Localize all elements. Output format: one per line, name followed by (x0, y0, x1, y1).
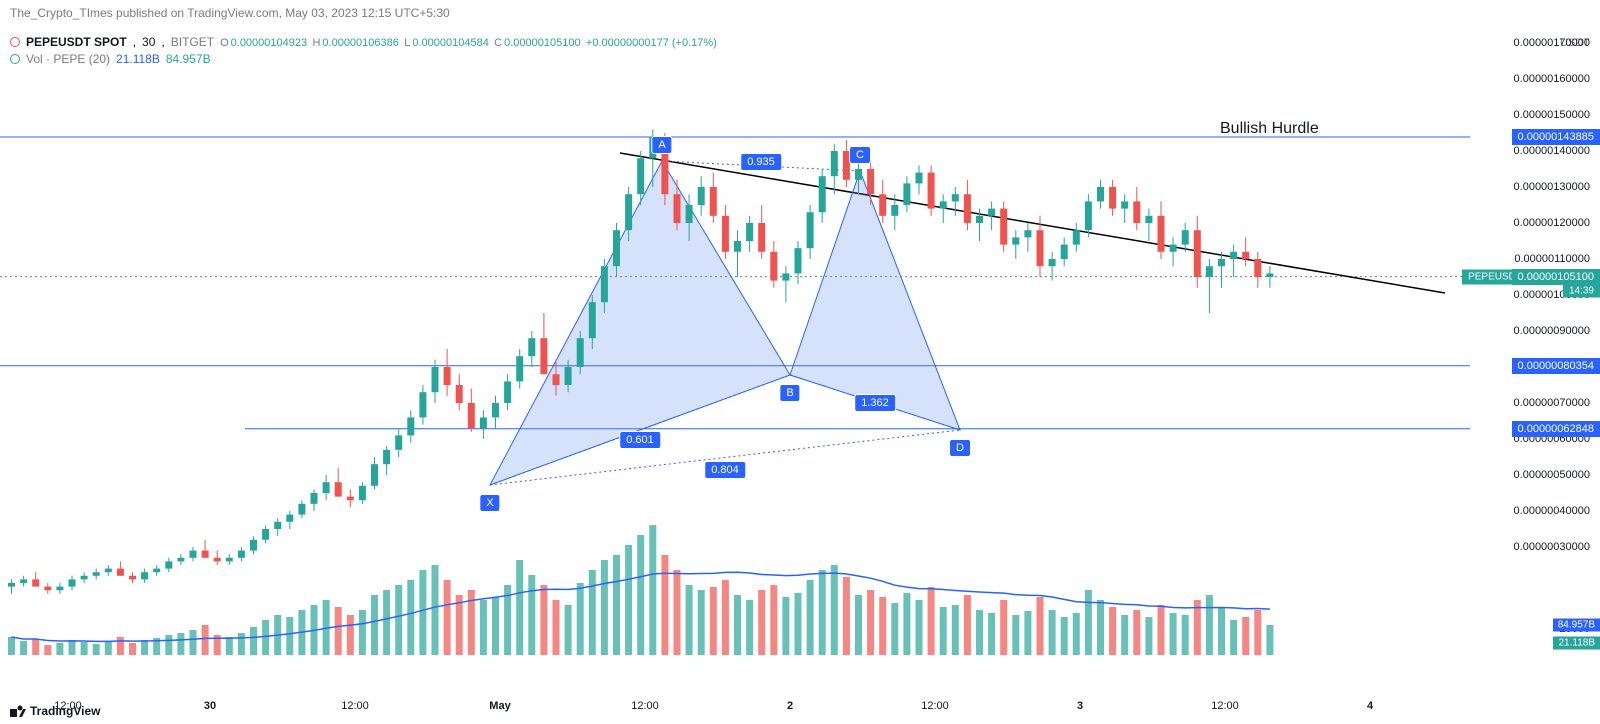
y-tick-label: 0.00000070000 (1514, 397, 1590, 409)
y-tick-label: 0.00000130000 (1514, 181, 1590, 193)
y-tick-label: 0.00000170000 (1514, 37, 1590, 49)
pattern-ratio-xb: 0.601 (619, 431, 661, 449)
pattern-ratio-ac: 0.935 (740, 153, 782, 171)
pattern-ratio-bd: 1.362 (854, 394, 896, 412)
y-tick-label: 0.00000090000 (1514, 325, 1590, 337)
pattern-point-x: X (479, 494, 500, 512)
x-axis[interactable]: 12:003012:00May12:00212:00312:004 (0, 694, 1470, 719)
pattern-point-a: A (651, 136, 672, 154)
x-tick-label: 2 (787, 700, 793, 712)
x-tick-label: 12:00 (631, 700, 659, 712)
y-tick-label: 0.00000160000 (1514, 73, 1590, 85)
pattern-point-c: C (849, 146, 871, 164)
y-tick-label: 0.00000110000 (1514, 253, 1590, 265)
y-tick-label: 0.00000120000 (1514, 217, 1590, 229)
price-tag: 0.00000080354 (1512, 358, 1600, 374)
y-tick-label: 0.00000040000 (1514, 505, 1590, 517)
price-tag: 0.00000143885 (1512, 129, 1600, 145)
x-tick-label: May (489, 700, 510, 712)
logo-text: TradingView (30, 704, 100, 718)
x-tick-label: 12:00 (1211, 700, 1239, 712)
y-tick-label: 0.00000140000 (1514, 145, 1590, 157)
vol-tag: 21.118B (1553, 637, 1600, 650)
y-tick-label: 0.00000150000 (1514, 109, 1590, 121)
x-tick-label: 12:00 (921, 700, 949, 712)
price-tag: 0.00000062848 (1512, 421, 1600, 437)
pattern-point-d: D (949, 439, 971, 457)
x-tick-label: 4 (1367, 700, 1373, 712)
countdown: 14:39 (1563, 284, 1600, 297)
tradingview-logo[interactable]: TradingView (10, 704, 100, 718)
vol-tag: 84.957B (1553, 619, 1600, 632)
pattern-point-b: B (779, 384, 800, 402)
y-axis[interactable]: USDT 0.000001700000.000001600000.0000015… (1470, 25, 1600, 655)
bullish-hurdle-annotation: Bullish Hurdle (1220, 120, 1319, 138)
y-tick-label: 0.00000050000 (1514, 469, 1590, 481)
x-tick-label: 12:00 (341, 700, 369, 712)
y-tick-label: 0.00000030000 (1514, 541, 1590, 553)
price-tag: 0.00000105100 (1512, 269, 1600, 285)
x-tick-label: 30 (204, 700, 216, 712)
publish-attribution: The_Crypto_TImes published on TradingVie… (10, 6, 450, 20)
pattern-ratio-xd: 0.804 (704, 461, 746, 479)
x-tick-label: 3 (1077, 700, 1083, 712)
